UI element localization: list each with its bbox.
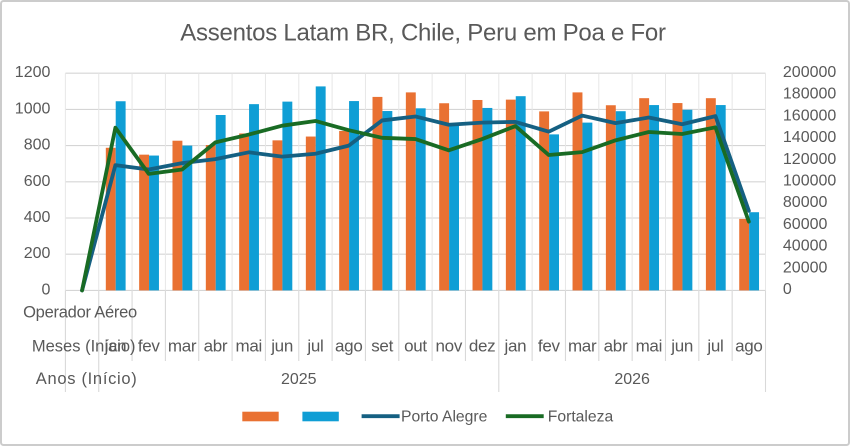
svg-text:jan: jan xyxy=(504,337,527,356)
svg-text:Porto Alegre: Porto Alegre xyxy=(401,409,488,426)
svg-text:2025: 2025 xyxy=(281,371,317,388)
svg-text:abr: abr xyxy=(204,337,228,356)
svg-text:Anos (Início): Anos (Início) xyxy=(36,370,138,388)
svg-text:out: out xyxy=(404,337,427,356)
svg-text:mar: mar xyxy=(168,337,197,356)
svg-text:1200: 1200 xyxy=(15,64,51,81)
svg-text:120000: 120000 xyxy=(783,151,836,168)
svg-text:dez: dez xyxy=(469,337,496,356)
svg-text:600: 600 xyxy=(24,173,51,190)
svg-text:Fortaleza: Fortaleza xyxy=(548,409,614,426)
svg-text:200000: 200000 xyxy=(783,64,836,81)
svg-text:nov: nov xyxy=(436,337,463,356)
svg-text:100000: 100000 xyxy=(783,173,836,190)
svg-text:20000: 20000 xyxy=(783,259,828,276)
svg-text:800: 800 xyxy=(24,137,51,154)
svg-text:80000: 80000 xyxy=(783,194,828,211)
svg-text:160000: 160000 xyxy=(783,107,836,124)
svg-text:Meses (Início): Meses (Início) xyxy=(32,338,136,356)
svg-text:fev: fev xyxy=(538,337,561,356)
svg-text:0: 0 xyxy=(41,281,50,298)
svg-text:60000: 60000 xyxy=(783,216,828,233)
svg-text:mai: mai xyxy=(636,337,663,356)
svg-text:jan: jan xyxy=(104,337,127,356)
svg-text:mai: mai xyxy=(236,337,263,356)
svg-text:mar: mar xyxy=(568,337,597,356)
svg-text:ago: ago xyxy=(335,337,362,356)
svg-text:abr: abr xyxy=(604,337,628,356)
svg-text:400: 400 xyxy=(24,209,51,226)
svg-text:Assentos Latam BR, Chile, Peru: Assentos Latam BR, Chile, Peru em Poa e … xyxy=(180,20,666,47)
svg-text:jul: jul xyxy=(706,337,723,356)
svg-text:jun: jun xyxy=(270,337,293,356)
svg-text:40000: 40000 xyxy=(783,238,828,255)
svg-text:180000: 180000 xyxy=(783,86,836,103)
svg-text:Operador Aéreo: Operador Aéreo xyxy=(23,304,137,322)
svg-text:jul: jul xyxy=(306,337,323,356)
svg-text:fev: fev xyxy=(138,337,161,356)
svg-text:0: 0 xyxy=(783,281,792,298)
svg-text:200: 200 xyxy=(24,245,51,262)
svg-text:2026: 2026 xyxy=(614,371,650,388)
svg-text:jun: jun xyxy=(670,337,693,356)
svg-text:140000: 140000 xyxy=(783,129,836,146)
svg-text:ago: ago xyxy=(735,337,762,356)
svg-text:set: set xyxy=(371,337,393,356)
svg-text:1000: 1000 xyxy=(15,100,51,117)
